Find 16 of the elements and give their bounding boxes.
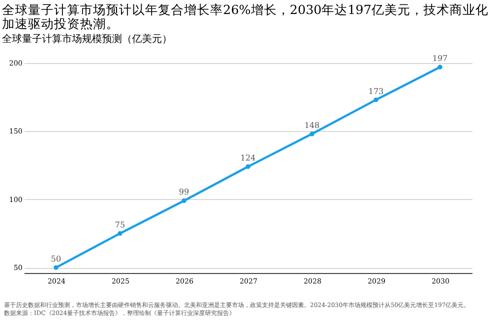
point [246, 164, 250, 169]
point [182, 198, 186, 204]
point [374, 97, 378, 102]
data-label: 148 [304, 120, 320, 130]
data-label: 75 [114, 220, 126, 230]
data-label: 197 [432, 54, 448, 64]
point [54, 265, 58, 270]
point [118, 231, 122, 236]
chart-title: 全球量子计算市场预计以年复合增长率26%增长，2030年达197亿美元，技术商业化加速驱动投资热潮。 [1, 1, 490, 31]
chart-subtitle: 全球量子计算市场规模预测（亿美元） [1, 32, 173, 47]
data-label: 173 [368, 86, 384, 96]
data-label: 99 [178, 188, 190, 197]
data-label: 124 [240, 154, 256, 163]
data-label: 50 [50, 254, 62, 264]
point [438, 64, 442, 70]
point [310, 132, 314, 136]
